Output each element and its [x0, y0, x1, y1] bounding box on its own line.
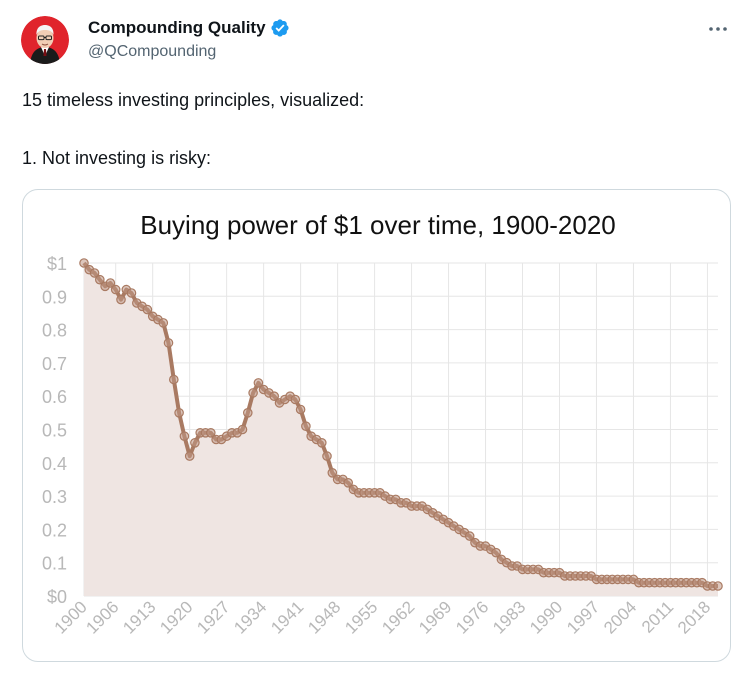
data-point — [295, 404, 306, 415]
y-axis: $0 0.1 0.2 0.3 0.4 0.5 0.6 0.7 0.8 0.9 $1 — [42, 254, 67, 607]
data-point — [169, 374, 179, 385]
x-tick-label: 1976 — [452, 597, 492, 637]
chart-title: Buying power of $1 over time, 1900-2020 — [140, 210, 616, 240]
x-tick-label: 1997 — [563, 597, 603, 637]
y-tick-label: 0.5 — [42, 421, 67, 441]
data-point — [179, 431, 190, 441]
data-point — [301, 421, 311, 431]
x-tick-label: 1955 — [341, 597, 381, 637]
data-point — [174, 408, 184, 418]
data-point — [190, 438, 200, 448]
chart-card[interactable]: Buying power of $1 over time, 1900-2020 … — [22, 189, 731, 662]
x-tick-label: 1983 — [489, 597, 529, 637]
data-point — [89, 268, 100, 278]
x-tick-label: 1913 — [119, 597, 159, 637]
y-tick-label: 0.8 — [42, 321, 67, 341]
data-point — [248, 388, 258, 398]
tweet-text-line-2: 1. Not investing is risky: — [22, 148, 212, 168]
data-point — [491, 547, 501, 558]
data-point — [237, 424, 248, 435]
y-tick-label: $1 — [47, 254, 67, 274]
y-tick-label: 0.6 — [42, 387, 67, 407]
data-point — [206, 428, 216, 438]
x-tick-label: 1990 — [526, 597, 566, 637]
more-horizontal-icon — [709, 27, 727, 31]
data-point — [269, 391, 279, 401]
y-tick-label: 0.7 — [42, 354, 67, 374]
x-axis: 1900190619131920192719341941194819551962… — [51, 597, 715, 637]
author-name-row[interactable]: Compounding Quality — [88, 18, 290, 38]
data-point — [116, 294, 126, 305]
author-name[interactable]: Compounding Quality — [88, 18, 266, 37]
x-tick-label: 2018 — [674, 597, 714, 637]
more-options-button[interactable] — [704, 18, 732, 40]
area-fill — [84, 263, 718, 596]
x-tick-label: 1934 — [230, 597, 270, 637]
data-point — [343, 477, 353, 488]
data-point — [316, 438, 327, 448]
x-tick-label: 1969 — [415, 597, 455, 637]
y-tick-label: 0.9 — [42, 287, 67, 307]
x-tick-label: 1962 — [378, 597, 418, 637]
y-tick-label: $0 — [47, 587, 67, 607]
tweet-text-line-1: 15 timeless investing principles, visual… — [22, 90, 365, 110]
avatar[interactable] — [21, 16, 69, 64]
y-tick-label: 0.4 — [42, 454, 67, 474]
data-point — [327, 467, 338, 478]
y-tick-label: 0.1 — [42, 554, 67, 574]
data-point — [184, 451, 195, 461]
data-point — [464, 531, 475, 541]
data-point — [322, 451, 332, 461]
data-point — [253, 378, 264, 388]
x-tick-label: 1927 — [193, 597, 233, 637]
data-point — [105, 278, 116, 288]
y-tick-label: 0.3 — [42, 487, 67, 507]
buffett-portrait-avatar — [21, 16, 69, 64]
x-tick-label: 1906 — [82, 597, 122, 637]
chart-markers — [79, 258, 723, 591]
y-tick-label: 0.2 — [42, 520, 67, 540]
x-tick-label: 2004 — [600, 597, 640, 637]
data-point — [713, 581, 723, 591]
data-point — [95, 274, 105, 285]
x-tick-label: 1920 — [156, 597, 196, 637]
data-point — [79, 258, 89, 268]
author-handle[interactable]: @QCompounding — [88, 43, 217, 60]
data-point — [110, 284, 121, 295]
x-tick-label: 2011 — [638, 597, 677, 636]
x-tick-label: 1941 — [267, 597, 307, 637]
data-point — [126, 288, 137, 298]
data-point — [158, 318, 169, 328]
x-tick-label: 1948 — [304, 597, 344, 637]
data-point — [142, 304, 153, 315]
data-point — [243, 408, 253, 418]
buying-power-chart: Buying power of $1 over time, 1900-2020 … — [42, 210, 723, 638]
verified-badge-icon — [270, 18, 290, 38]
data-point — [163, 338, 174, 348]
data-point — [290, 394, 301, 405]
